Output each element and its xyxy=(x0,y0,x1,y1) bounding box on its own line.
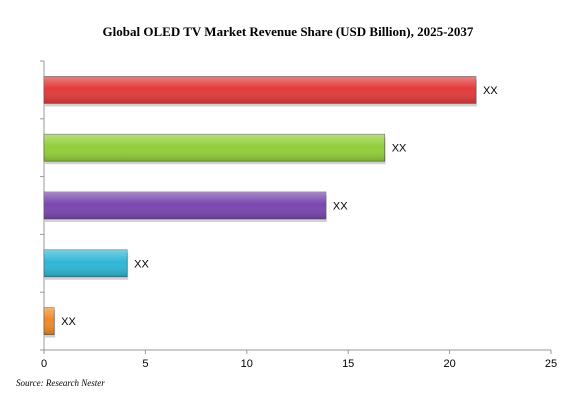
bar-highlight xyxy=(44,307,55,335)
plot-area: 0 5 10 15 20 25 XX XX XX XX XX xyxy=(40,60,557,370)
bar-data-label: XX xyxy=(333,201,348,213)
bar-highlight xyxy=(44,76,476,104)
x-tick-label: 5 xyxy=(142,358,148,370)
source-note: Source: Research Nester xyxy=(16,378,105,388)
x-tick-label: 20 xyxy=(443,358,455,370)
x-tick-label: 0 xyxy=(41,358,47,370)
x-tick-label: 25 xyxy=(545,358,557,370)
bar-data-label: XX xyxy=(61,316,76,328)
bar-data-label: XX xyxy=(392,143,407,155)
bar-highlight xyxy=(44,249,128,277)
bar-highlight xyxy=(44,134,385,162)
bar-data-label: XX xyxy=(483,85,498,97)
x-tick-label: 10 xyxy=(241,358,253,370)
x-tick-label: 15 xyxy=(342,358,354,370)
bar-data-label: XX xyxy=(134,258,149,270)
chart-title: Global OLED TV Market Revenue Share (USD… xyxy=(103,24,474,39)
bar-highlight xyxy=(44,192,326,219)
